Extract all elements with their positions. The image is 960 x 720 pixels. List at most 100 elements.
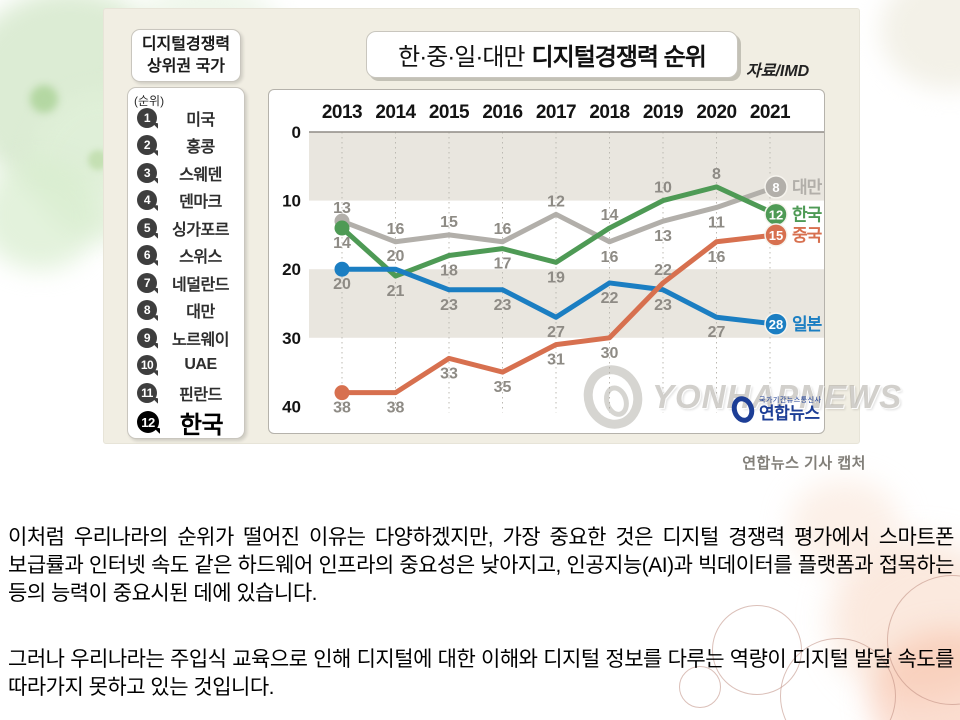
body-paragraph-2: 그러나 우리나라는 주입식 교육으로 인해 디지털에 대한 이해와 디지털 정보…	[8, 647, 955, 699]
rank-label: 덴마크	[179, 194, 222, 212]
body-paragraph-1: 이처럼 우리나라의 순위가 떨어진 이유는 다양하겠지만, 가장 중요한 것은 …	[8, 526, 955, 605]
data-label: 16	[387, 221, 405, 238]
rank-label: 핀란드	[179, 386, 222, 404]
rank-label: UAE	[184, 356, 217, 374]
data-label: 14	[333, 235, 351, 252]
data-label: 22	[654, 262, 672, 279]
data-label: 23	[654, 297, 672, 314]
bokeh-decoration	[30, 85, 58, 113]
yonhap-logo-tagline: 국가기간뉴스통신사	[759, 397, 822, 404]
series-line-중국	[339, 232, 779, 396]
yonhap-logo-text: 연합뉴스	[759, 404, 820, 423]
sidebar-rank-item: 8 대만	[128, 297, 244, 325]
year-label: 2018	[589, 102, 629, 123]
capture-caption: 연합뉴스 기사 캡처	[742, 455, 866, 472]
bokeh-decoration	[0, 160, 100, 270]
bokeh-decoration	[880, 0, 960, 90]
rank-label: 스위스	[179, 249, 222, 267]
sidebar-rank-item: 11 핀란드	[128, 379, 244, 407]
year-label: 2013	[322, 102, 362, 123]
rank-badge: 2	[137, 135, 157, 156]
y-tick-label: 0	[292, 123, 301, 142]
end-badge-중국	[764, 223, 788, 247]
rank-label: 스웨덴	[179, 166, 222, 184]
sidebar-rank-item: 6 스위스	[128, 242, 244, 270]
data-label: 11	[708, 214, 725, 231]
yonhap-logo-icon	[728, 393, 758, 426]
series-name-label: 일본	[792, 315, 823, 334]
data-label: 13	[333, 200, 351, 217]
y-tick-label: 10	[282, 192, 301, 211]
sidebar-rank-item: 1 미국	[128, 104, 244, 132]
chart-title-prefix: 한·중·일·대만	[398, 44, 525, 71]
rank-label: 홍콩	[186, 139, 215, 157]
series-name-label: 대만	[792, 178, 823, 197]
data-label: 15	[440, 214, 458, 231]
sidebar-rank-item: 2 홍콩	[128, 132, 244, 160]
rank-badge: 4	[137, 190, 157, 211]
end-badge-value: 8	[772, 180, 779, 195]
sidebar-rank-item: 7 네덜란드	[128, 269, 244, 297]
series-start-dot-한국	[334, 220, 350, 236]
data-label: 38	[333, 400, 351, 417]
year-label: 2017	[536, 102, 576, 123]
data-label: 18	[440, 262, 458, 279]
sidebar-ranking-panel: (순위) 1 미국 2 홍콩 3 스웨덴 4 덴마크 5 싱가포르 6 스위스 7 네덜란드 8 대만 9 노르웨…	[127, 87, 245, 439]
ranking-chart: 2013 2014 2015 2016 2017 2018 2019 2020 20210102…	[282, 102, 824, 417]
sidebar-rank-item: 10 UAE	[128, 352, 244, 380]
data-label: 23	[440, 297, 458, 314]
sidebar-header-line1: 디지털경쟁력	[141, 35, 231, 53]
rank-label: 대만	[186, 304, 215, 322]
year-label: 2021	[750, 102, 791, 123]
end-badge-value: 15	[769, 228, 783, 243]
yonhap-logo: 국가기간뉴스통신사 연합뉴스	[728, 393, 822, 426]
data-label: 22	[601, 290, 619, 307]
infographic-card: 디지털경쟁력 상위권 국가 (순위) 1 미국 2 홍콩 3 스웨덴 4 덴마크 5 싱가포르 6 스…	[103, 8, 901, 444]
chart-source: 자료/IMD	[746, 63, 810, 80]
rank-badge: 6	[137, 245, 157, 266]
data-label: 20	[387, 248, 405, 265]
data-label: 31	[547, 352, 565, 369]
series-start-dot-일본	[334, 261, 350, 277]
data-label: 38	[387, 400, 405, 417]
sidebar-rank-item: 4 덴마크	[128, 187, 244, 215]
body-text: 이처럼 우리나라의 순위가 떨어진 이유는 다양하겠지만, 가장 중요한 것은 …	[8, 524, 955, 702]
rank-badge: 12	[137, 411, 159, 433]
sidebar-rank-item: 3 스웨덴	[128, 159, 244, 187]
year-label: 2019	[643, 102, 683, 123]
year-label: 2016	[482, 102, 522, 123]
rank-label: 한국	[179, 411, 224, 439]
data-label: 16	[494, 221, 512, 238]
data-label: 27	[708, 324, 726, 341]
year-label: 2015	[429, 102, 470, 123]
data-label: 13	[654, 228, 672, 245]
y-tick-label: 30	[282, 329, 301, 348]
end-badge-대만	[764, 175, 788, 199]
data-label: 14	[601, 207, 619, 224]
data-label: 27	[547, 324, 565, 341]
data-label: 30	[601, 345, 619, 362]
sidebar-rank-list: 1 미국 2 홍콩 3 스웨덴 4 덴마크 5 싱가포르 6 스위스 7 네덜란드 8 대만 9 노르웨이 10 UA…	[128, 104, 244, 439]
series-line-한국	[339, 184, 779, 279]
rank-label: 노르웨이	[172, 331, 229, 349]
rank-badge: 3	[137, 162, 157, 183]
year-label: 2020	[696, 102, 736, 123]
data-label: 33	[440, 365, 458, 382]
series-line-일본	[339, 266, 779, 327]
sidebar-rank-item: 12 한국	[128, 407, 244, 439]
rank-badge: 5	[137, 217, 157, 238]
rank-badge: 1	[137, 107, 157, 128]
rank-badge: 11	[137, 382, 157, 403]
series-start-dot-중국	[334, 385, 350, 401]
rank-label: 싱가포르	[172, 221, 229, 239]
band-0-10	[309, 132, 824, 201]
data-label: 16	[601, 249, 619, 266]
rank-badge: 7	[137, 272, 157, 293]
chart-title: 한·중·일·대만 디지털경쟁력 순위	[366, 31, 738, 78]
series-name-label: 한국	[792, 205, 823, 224]
chart-title-emphasis: 디지털경쟁력 순위	[531, 44, 707, 71]
rank-label: 미국	[186, 111, 215, 129]
rank-badge: 10	[137, 355, 157, 376]
sidebar-rank-item: 5 싱가포르	[128, 214, 244, 242]
